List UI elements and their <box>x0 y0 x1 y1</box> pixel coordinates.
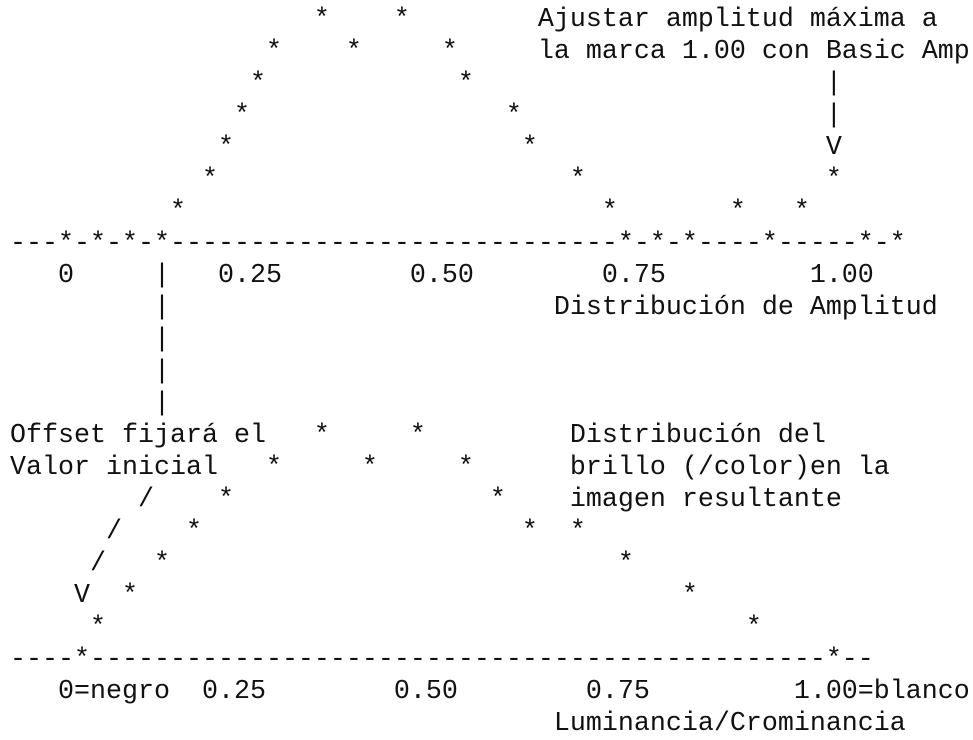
text-line: Offset fijará el * * Distribución del <box>10 421 826 451</box>
text-line: * * * * <box>10 197 810 227</box>
text-line: | Distribución de Amplitud <box>10 293 938 323</box>
ascii-diagram: * * Ajustar amplitud máxima a * * * la m… <box>10 4 970 740</box>
text-line: * * V <box>10 133 842 163</box>
text-line: * * * la marca 1.00 con Basic Amp <box>10 37 970 67</box>
text-line: / * * imagen resultante <box>10 485 842 515</box>
text-line: 0 | 0.25 0.50 0.75 1.00 <box>10 261 874 291</box>
text-line: * * <box>10 613 762 643</box>
text-line: * * Ajustar amplitud máxima a <box>10 5 938 35</box>
text-line: | <box>10 357 170 387</box>
text-line: / * * * <box>10 517 586 547</box>
text-line: ----*-----------------------------------… <box>10 645 874 675</box>
text-line: V * * <box>10 581 698 611</box>
text-line: | <box>10 325 170 355</box>
text-line: * * | <box>10 101 842 131</box>
text-line: * * * <box>10 165 842 195</box>
text-line: Valor inicial * * * brillo (/color)en la <box>10 453 890 483</box>
text-line: / * * <box>10 549 634 579</box>
text-line: ---*-*-*-*----------------------------*-… <box>10 229 906 259</box>
text-line: Luminancia/Crominancia <box>10 709 906 739</box>
text-line: | <box>10 389 170 419</box>
text-line: 0=negro 0.25 0.50 0.75 1.00=blanco <box>10 677 970 707</box>
text-line: * * | <box>10 69 842 99</box>
